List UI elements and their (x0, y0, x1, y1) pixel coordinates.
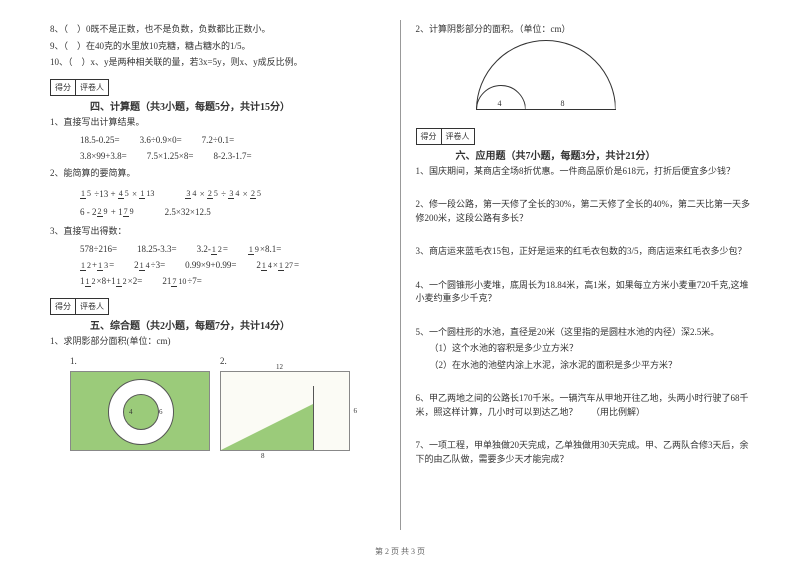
fig-label: 12 (276, 363, 283, 371)
grader-label: 评卷人 (76, 299, 108, 314)
score-label: 得分 (51, 299, 76, 314)
score-label: 得分 (51, 80, 76, 95)
problem-3: 3、直接写出得数： (50, 225, 385, 239)
frac-expr: 34 × 25 ÷ 34 × 25 (185, 189, 262, 199)
left-column: 8、（ ）0既不是正数，也不是负数，负数都比正数小。 9、（ ）在40克的水里放… (40, 20, 395, 530)
frac-expr: 6 - 229 + 179 (80, 207, 135, 217)
right-column: 2、计算阴影部分的面积。（单位：cm） 4 8 得分 评卷人 六、应用题（共7小… (406, 20, 761, 530)
figure-1-label: 1. (70, 355, 210, 369)
cut-rect (313, 386, 349, 450)
figure-2-label: 2. (220, 355, 350, 369)
frac-expr: 21710÷7= (162, 276, 202, 286)
question-r5: 5、一个圆柱形的水池，直径是20米（这里指的是圆柱水池的内径）深2.5米。 (416, 326, 751, 340)
question-r5b: （2）在水池的池壁内涂上水泥，涂水泥的面积是多少平方米？ (416, 359, 751, 373)
question-r1: 1、国庆期间，某商店全场8折优惠。一件商品原价是618元，打折后便宜多少钱？ (416, 165, 751, 179)
calc-row-3: 578÷216= 18.25-3.3= 3.2-12= 19×8.1= (50, 244, 385, 254)
fig-label: 8 (561, 99, 565, 108)
figure-row: 1. 4 6 2. 12 6 8 (50, 352, 385, 452)
score-row-4: 得分 评卷人 (50, 73, 385, 98)
fig-label: 4 (129, 408, 133, 416)
frac-row-2: 6 - 229 + 179 2.5×32×12.5 (50, 207, 385, 217)
problem-1: 1、直接写出计算结果。 (50, 116, 385, 130)
figure-2-wrap: 2. 12 6 8 (220, 352, 350, 452)
frac-expr: 19×8.1= (248, 244, 281, 254)
score-box: 得分 评卷人 (50, 79, 109, 96)
problem-5-1: 1、求阴影部分面积(单位：cm) (50, 335, 385, 349)
question-r2: 2、修一段公路，第一天修了全长的30%，第二天修了全长的40%，第二天比第一天多… (416, 198, 751, 225)
calc-row-1: 18.5-0.25= 3.6÷0.9×0= 7.2÷0.1= (50, 135, 385, 145)
question-r5a: （1）这个水池的容积是多少立方米？ (416, 342, 751, 356)
frac-expr: 112×8+112×2= (80, 276, 142, 286)
frac-expr: 3.2-12= (197, 244, 228, 254)
calc-item: 0.99×9+0.99= (185, 260, 236, 270)
question-r4: 4、一个圆锥形小麦堆，底周长为18.84米，高1米，如果每立方米小麦重720千克… (416, 279, 751, 306)
frac-row-1: 15 ÷13 + 45 × 113 34 × 25 ÷ 34 × 25 (50, 189, 385, 199)
calc-item: 3.8×99+3.8= (80, 151, 127, 161)
calc-row-4: 12+13= 214÷3= 0.99×9+0.99= 214×127= (50, 260, 385, 270)
column-divider (400, 20, 401, 530)
problem-r2: 2、计算阴影部分的面积。（单位：cm） (416, 23, 751, 37)
score-row-5: 得分 评卷人 (50, 292, 385, 317)
frac-expr: 15 ÷13 + 45 × 113 (80, 189, 155, 199)
score-box: 得分 评卷人 (416, 128, 475, 145)
score-row-6: 得分 评卷人 (416, 122, 751, 147)
score-label: 得分 (417, 129, 442, 144)
calc-item: 18.25-3.3= (137, 244, 177, 254)
question-r3: 3、商店运来蓝毛衣15包，正好是运来的红毛衣包数的3/5，商店运来红毛衣多少包？ (416, 245, 751, 259)
question-r6: 6、甲乙两地之间的公路长170千米。一辆汽车从甲地开往乙地，头两小时行驶了68千… (416, 392, 751, 419)
base-line (476, 109, 616, 110)
figure-2: 12 6 8 (220, 371, 350, 451)
fig-label: 4 (498, 99, 502, 108)
calc-item: 3.6÷0.9×0= (140, 135, 182, 145)
problem-2: 2、能简算的要简算。 (50, 167, 385, 181)
question-r7: 7、一项工程，甲单独做20天完成，乙单独做用30天完成。甲、乙两队合修3天后，余… (416, 439, 751, 466)
section-5-title: 五、综合题（共2小题，每题7分，共计14分） (90, 317, 290, 332)
frac-expr: 214÷3= (134, 260, 165, 270)
fig-label: 6 (159, 408, 163, 416)
calc-row-5: 112×8+112×2= 21710÷7= (50, 276, 385, 286)
grader-label: 评卷人 (76, 80, 108, 95)
calc-item: 18.5-0.25= (80, 135, 120, 145)
figure-1-wrap: 1. 4 6 (70, 352, 210, 452)
question-9: 9、（ ）在40克的水里放10克糖，糖占糖水的1/5。 (50, 40, 385, 54)
calc-item: 578÷216= (80, 244, 117, 254)
frac-expr: 12+13= (80, 260, 114, 270)
section-4-title: 四、计算题（共3小题，每题5分，共计15分） (90, 98, 290, 113)
page-footer: 第 2 页 共 3 页 (0, 546, 800, 557)
question-10: 10、（ ）x、y是两种相关联的量，若3x=5y，则x、y成反比例。 (50, 56, 385, 70)
section-6-title: 六、应用题（共7小题，每题3分，共计21分） (456, 147, 656, 162)
score-box: 得分 评卷人 (50, 298, 109, 315)
grader-label: 评卷人 (442, 129, 474, 144)
calc-item: 7.2÷0.1= (202, 135, 235, 145)
figure-3: 4 8 (476, 40, 636, 110)
calc-row-2: 3.8×99+3.8= 7.5×1.25×8= 8-2.3-1.7= (50, 151, 385, 161)
calc-item: 7.5×1.25×8= (147, 151, 194, 161)
fig-label: 6 (354, 407, 358, 415)
frac-expr: 214×127= (256, 260, 299, 270)
question-8: 8、（ ）0既不是正数，也不是负数，负数都比正数小。 (50, 23, 385, 37)
calc-item: 8-2.3-1.7= (213, 151, 251, 161)
fig-label: 8 (261, 452, 265, 460)
figure-1: 4 6 (70, 371, 210, 451)
calc-item: 2.5×32×12.5 (165, 207, 211, 217)
